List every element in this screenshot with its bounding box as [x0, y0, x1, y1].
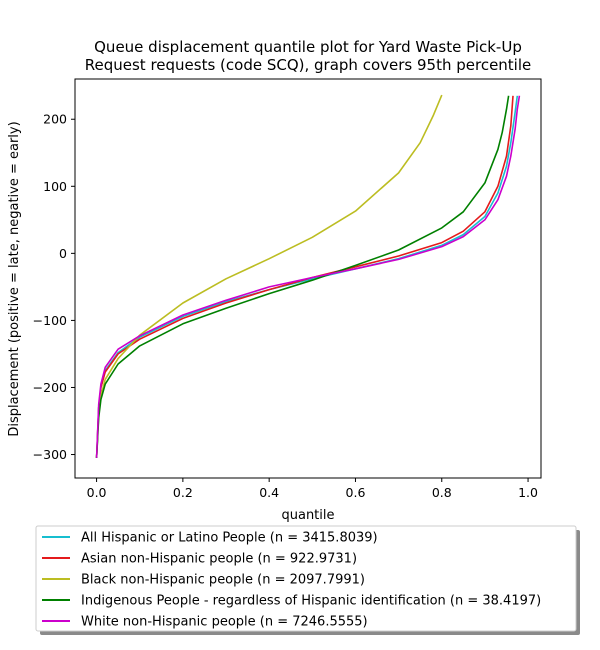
series-line-0: [95, 95, 519, 458]
legend-box: [35, 525, 577, 632]
chart-title-line1: Queue displacement quantile plot for Yar…: [94, 38, 522, 56]
y-tick-label: 100: [43, 179, 67, 194]
y-tick-label: −200: [33, 380, 67, 395]
x-tick-label: 1.0: [518, 485, 538, 500]
y-tick-label: −100: [33, 313, 67, 328]
series-line-1: [95, 95, 514, 458]
legend-label-4: White non-Hispanic people (n = 7246.5555…: [81, 615, 368, 630]
chart-title-line2: Request requests (code SCQ), graph cover…: [85, 56, 532, 74]
series-layer: [95, 94, 521, 458]
legend-label-2: Black non-Hispanic people (n = 2097.7991…: [81, 573, 365, 588]
x-tick-label: 0.8: [432, 485, 452, 500]
y-ticks: −300 −200 −100 0 100 200: [33, 112, 75, 462]
series-line-3: [95, 95, 510, 458]
y-tick-label: 200: [43, 112, 67, 127]
legend-entries: All Hispanic or Latino People (n = 3415.…: [42, 531, 541, 630]
legend-label-1: Asian non-Hispanic people (n = 922.9731): [81, 552, 357, 567]
legend: All Hispanic or Latino People (n = 3415.…: [35, 525, 580, 635]
x-axis-label: quantile: [281, 508, 334, 523]
y-tick-label: −300: [33, 447, 67, 462]
x-tick-label: 0.4: [259, 485, 279, 500]
series-line-2: [95, 94, 443, 458]
y-tick-label: 0: [59, 246, 67, 261]
legend-label-3: Indigenous People - regardless of Hispan…: [81, 594, 541, 609]
x-ticks: 0.0 0.2 0.4 0.6 0.8 1.0: [87, 478, 538, 500]
x-tick-label: 0.6: [346, 485, 366, 500]
x-tick-label: 0.2: [173, 485, 193, 500]
plot-frame: [74, 78, 542, 479]
y-axis-label: Displacement (positive = late, negative …: [7, 121, 22, 436]
x-tick-label: 0.0: [87, 485, 107, 500]
series-line-4: [95, 95, 521, 458]
legend-label-0: All Hispanic or Latino People (n = 3415.…: [81, 531, 378, 546]
